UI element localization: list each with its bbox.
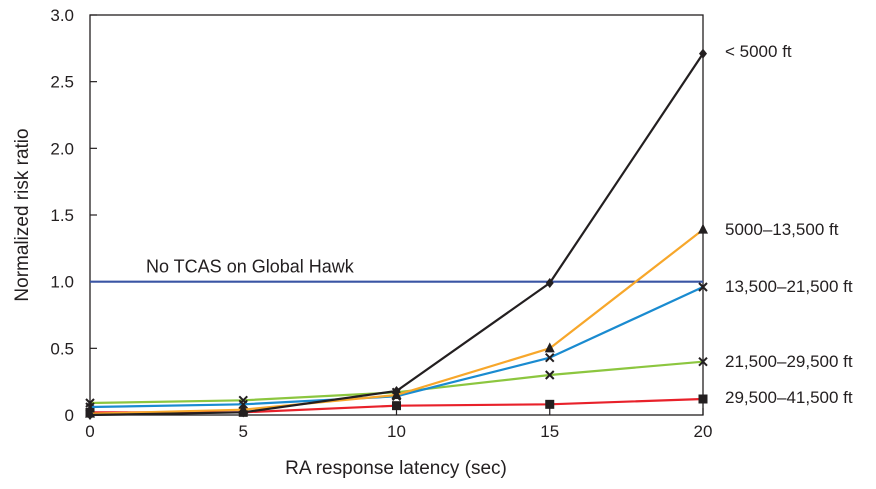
series-line-lt-5000-ft	[89, 53, 704, 417]
series-labels: < 5000 ft 5000–13,500 ft 13,500–21,500 ft 2…	[725, 42, 853, 407]
x-tick-label: 20	[694, 422, 713, 441]
x-tick-label: 10	[387, 422, 406, 441]
series-label-21500-29500-ft: 21,500–29,500 ft	[725, 352, 853, 371]
lt-5000-ft-point	[699, 48, 707, 59]
x-tick-label: 15	[540, 422, 559, 441]
series-group	[85, 48, 708, 420]
plot-frame	[89, 14, 704, 416]
y-tick-label: 3.0	[50, 6, 74, 25]
y-tick-label: 1.0	[50, 273, 74, 292]
5000-13500-ft-point	[698, 223, 708, 234]
axes: 0 5 10 15 20 0 0.5 1.0 1.5 2.0 2.5 3.0	[50, 6, 712, 441]
5000-13500-ft-point	[544, 342, 555, 353]
x-tick-label: 5	[239, 422, 248, 441]
lt-5000-ft-point	[86, 410, 94, 420]
lt-5000-ft-point	[392, 386, 401, 396]
21500-29500-ft-point	[698, 356, 708, 367]
y-axis-title: Normalized risk ratio	[12, 128, 33, 301]
y-tick-label: 2.0	[50, 139, 74, 158]
29500-41500-ft-point	[698, 394, 708, 404]
y-tick-label: 0	[65, 406, 74, 425]
x-axis-title: RA response latency (sec)	[285, 458, 507, 479]
series-label-5000-13500-ft: 5000–13,500 ft	[725, 220, 839, 239]
29500-41500-ft-point	[392, 401, 401, 411]
13500-21500-ft-point	[545, 352, 555, 363]
13500-21500-ft-point	[85, 402, 95, 412]
21500-29500-ft-point	[545, 370, 555, 380]
29500-41500-ft-point	[545, 399, 555, 409]
lt-5000-ft-point	[545, 278, 554, 288]
13500-21500-ft-point	[698, 282, 708, 292]
series-label-13500-21500-ft: 13,500–21,500 ft	[725, 277, 853, 296]
reference-line-group: No TCAS on Global Hawk	[90, 257, 703, 283]
y-tick-label: 1.5	[50, 206, 74, 225]
series-label-lt-5000-ft: < 5000 ft	[725, 42, 792, 61]
series-label-29500-41500-ft: 29,500–41,500 ft	[725, 388, 853, 407]
x-tick-label: 0	[85, 422, 94, 441]
y-tick-label: 2.5	[50, 73, 74, 92]
no-tcas-reference-label: No TCAS on Global Hawk	[146, 257, 355, 277]
y-tick-label: 0.5	[50, 339, 74, 358]
lt-5000-ft-point	[239, 407, 248, 418]
